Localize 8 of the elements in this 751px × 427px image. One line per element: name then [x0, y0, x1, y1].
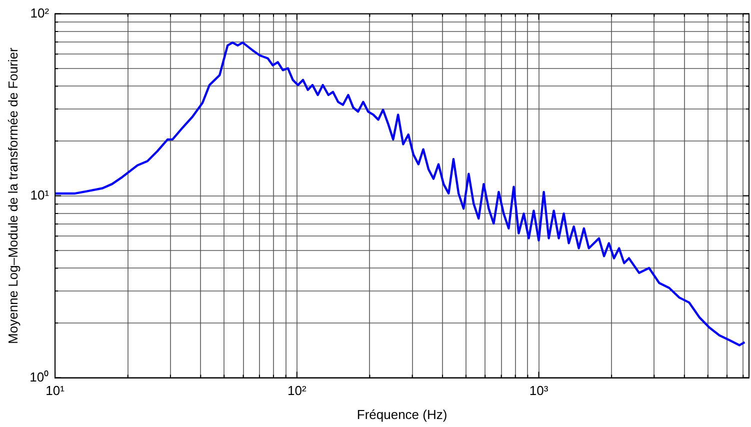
x-tick-label: 10³	[529, 383, 549, 398]
y-tick-label: 10¹	[30, 187, 50, 202]
y-tick-label: 10²	[30, 5, 50, 20]
x-tick-label: 10¹	[46, 383, 66, 398]
y-tick-label: 10⁰	[30, 369, 50, 384]
y-axis-title: Moyenne Log–Module de la transformée de Fourier	[5, 46, 20, 344]
x-axis-title: Fréquence (Hz)	[356, 406, 448, 422]
x-tick-label: 10²	[288, 383, 307, 398]
